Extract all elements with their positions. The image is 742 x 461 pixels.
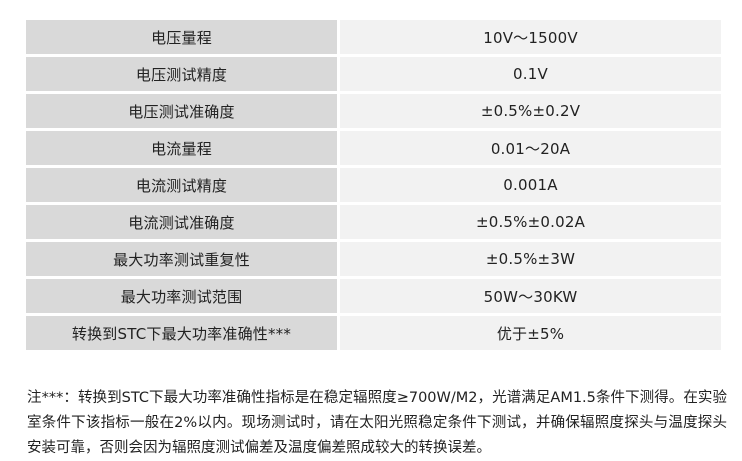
spec-label: 电流量程 — [26, 131, 340, 168]
spec-value: 0.01～20A — [340, 131, 721, 168]
spec-label: 电压量程 — [26, 20, 340, 57]
table-row: 最大功率测试范围 50W～30KW — [26, 279, 721, 316]
table-row: 电流测试精度 0.001A — [26, 168, 721, 205]
spec-label: 最大功率测试重复性 — [26, 242, 340, 279]
table-row: 转换到STC下最大功率准确性*** 优于±5% — [26, 316, 721, 353]
spec-value: ±0.5%±0.02A — [340, 205, 721, 242]
spec-value: 0.001A — [340, 168, 721, 205]
spec-value: 优于±5% — [340, 316, 721, 353]
table-row: 最大功率测试重复性 ±0.5%±3W — [26, 242, 721, 279]
spec-value: 0.1V — [340, 57, 721, 94]
table-row: 电压测试准确度 ±0.5%±0.2V — [26, 94, 721, 131]
table-row: 电压量程 10V～1500V — [26, 20, 721, 57]
spec-label: 最大功率测试范围 — [26, 279, 340, 316]
spec-value: 10V～1500V — [340, 20, 721, 57]
table-row: 电流测试准确度 ±0.5%±0.02A — [26, 205, 721, 242]
spec-table: 电压量程 10V～1500V 电压测试精度 0.1V 电压测试准确度 ±0.5%… — [26, 20, 721, 353]
spec-value: ±0.5%±3W — [340, 242, 721, 279]
spec-label: 转换到STC下最大功率准确性*** — [26, 316, 340, 353]
spec-label: 电压测试精度 — [26, 57, 340, 94]
spec-label: 电流测试准确度 — [26, 205, 340, 242]
table-row: 电流量程 0.01～20A — [26, 131, 721, 168]
table-row: 电压测试精度 0.1V — [26, 57, 721, 94]
spec-label: 电压测试准确度 — [26, 94, 340, 131]
footnote: 注***：转换到STC下最大功率准确性指标是在稳定辐照度≥700W/M2，光谱满… — [27, 389, 727, 456]
spec-value: ±0.5%±0.2V — [340, 94, 721, 131]
spec-value: 50W～30KW — [340, 279, 721, 316]
spec-label: 电流测试精度 — [26, 168, 340, 205]
